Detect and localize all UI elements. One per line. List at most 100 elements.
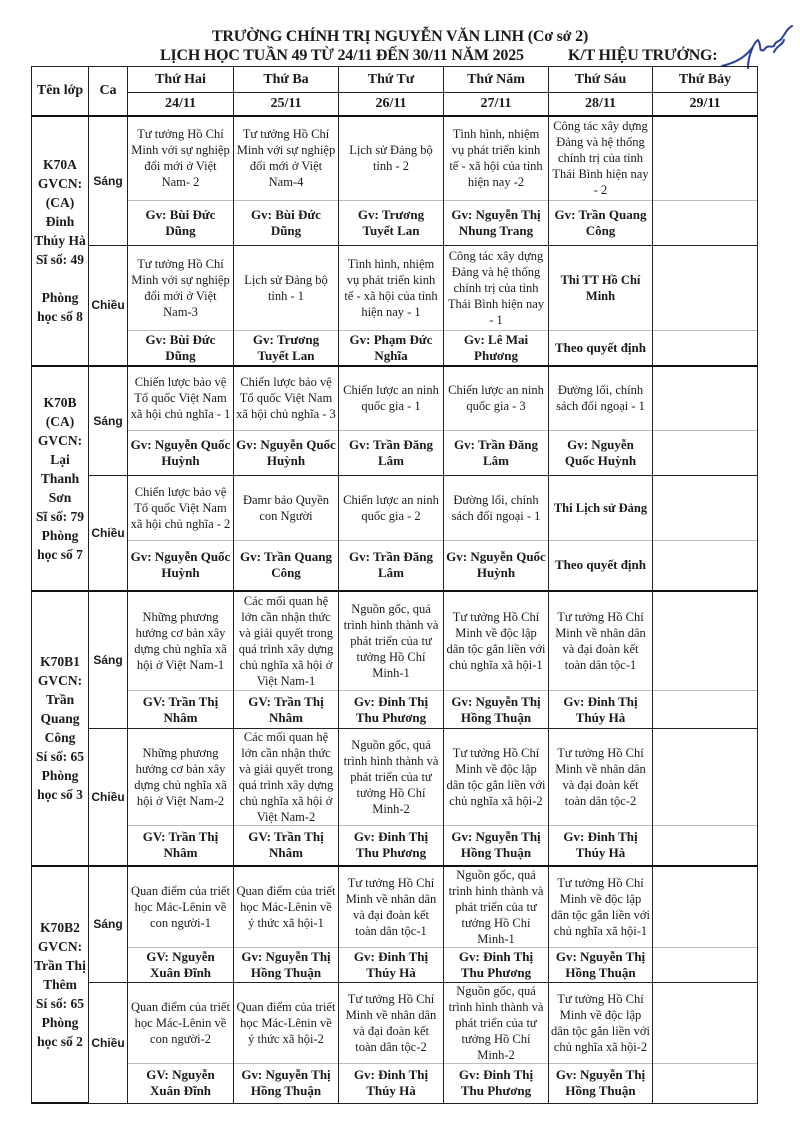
session-name: Chiều xyxy=(88,475,128,591)
class-info-line: Quang xyxy=(40,711,80,726)
subject-cell: Quan điểm của triết học Mác-Lênin về con… xyxy=(127,981,234,1063)
subject-cell: Chiến lược an ninh quốc gia - 2 xyxy=(338,475,444,541)
day-name: Thứ Năm xyxy=(443,66,549,93)
subject-cell xyxy=(652,364,758,431)
class-info-line: Trần xyxy=(45,692,75,707)
class-info-line: K70B xyxy=(43,394,77,410)
teacher-cell: GV: Trần Thị Nhâm xyxy=(233,825,339,866)
class-info: K70A GVCN: (CA) Đinh Thúy Hà Sĩ số: 49 Phòng h… xyxy=(31,114,89,367)
subject-cell: Tư tưởng Hồ Chí Minh về nhân dân và đại … xyxy=(338,864,444,947)
signer-title: K/T HIỆU TRƯỞNG: xyxy=(568,47,718,64)
signature-image xyxy=(721,25,793,69)
subject-cell xyxy=(652,245,758,331)
subject-cell: Đường lối, chính sách đối ngoại - 1 xyxy=(443,475,549,541)
teacher-cell xyxy=(652,430,758,476)
session-subject-row: Chiều Chiến lược bảo vệ Tổ quốc Việt Nam … xyxy=(32,475,758,591)
teacher-cell: Gv: Nguyễn Thị Hồng Thuận xyxy=(233,946,339,983)
class-info-line: Thêm xyxy=(43,976,77,992)
subject-cell: Tình hình, nhiệm vụ phát triển kinh tế -… xyxy=(338,245,444,331)
session-name: Sáng xyxy=(88,114,128,246)
session-teacher-row: GV: Nguyễn Xuân Đĩnh Gv: Nguyễn Thị Hồng … xyxy=(32,1062,758,1104)
teacher-cell: Gv: Trần Đăng Lâm xyxy=(338,540,444,591)
subject-cell: Công tác xây dựng Đảng và hệ thống chính… xyxy=(548,114,653,201)
class-info-line: học số 8 xyxy=(37,309,83,324)
subject-cell: Tư tưởng Hồ Chí Minh về nhân dân và đại … xyxy=(338,981,444,1063)
session-subject-row: K70B (CA) GVCN: Lại Thanh Sơn Sĩ số: 79 Phòng họ… xyxy=(31,364,758,592)
subject-cell: Nguồn gốc, quá trình hình thành và phát … xyxy=(443,981,549,1063)
subject-cell xyxy=(652,475,758,541)
session-subject-row: Chiều Tư tưởng Hồ Chí Minh với sự nghiệp … xyxy=(32,245,758,366)
subject-cell: Các mối quan hệ lớn cần nhận thức và giả… xyxy=(233,589,339,691)
class-info-line: K70B2 xyxy=(40,919,80,935)
teacher-cell xyxy=(652,825,758,866)
class-info-line: Sí số: 65 xyxy=(35,995,84,1011)
class-info-line: Sĩ số: 49 xyxy=(35,252,84,267)
day-name: Thứ Ba xyxy=(233,66,339,93)
subject-cell xyxy=(652,728,758,826)
subject-cell: Chiến lược bảo vệ Tổ quốc Việt Nam xã hộ… xyxy=(127,475,234,541)
teacher-cell: Gv: Đinh Thị Thúy Hà xyxy=(338,1062,444,1104)
teacher-cell: Gv: Bùi Đức Dũng xyxy=(127,200,234,246)
class-info-line: GVCN: xyxy=(37,176,83,191)
teacher-cell: Gv: Bùi Đức Dũng xyxy=(233,200,339,246)
class-info-line: học số 3 xyxy=(37,787,83,802)
teacher-cell: Gv: Trần Quang Công xyxy=(233,540,339,591)
subject-cell: Tư tưởng Hồ Chí Minh với sự nghiệp đổi m… xyxy=(127,245,234,331)
class-info-line: Lại xyxy=(50,451,70,467)
class-info-line: Trần Thị xyxy=(34,957,86,973)
school-name: TRƯỜNG CHÍNH TRỊ NGUYỄN VĂN LINH (Cơ sở … xyxy=(211,28,589,45)
teacher-cell: GV: Nguyễn Xuân Đĩnh xyxy=(127,946,234,983)
session-teacher-row: GV: Trần Thị Nhâm GV: Trần Thị Nhâm Gv: Đi… xyxy=(32,690,758,729)
subject-cell: Chiến lược bảo vệ Tổ quốc Việt Nam xã hộ… xyxy=(127,364,234,431)
teacher-cell: Gv: Bùi Đức Dũng xyxy=(127,330,234,366)
schedule-table: Tên lớp Ca Thứ Hai Thứ Ba Thứ Tư Thứ Năm Thứ S… xyxy=(31,66,758,1104)
class-info-line: Đinh xyxy=(45,214,75,229)
subject-cell: Tư tưởng Hồ Chí Minh về độc lập dân tộc … xyxy=(443,728,549,826)
teacher-cell: Gv: Phạm Đức Nghĩa xyxy=(338,330,444,366)
class-info-line: K70A xyxy=(43,157,77,172)
class-info-line: Công xyxy=(44,730,76,745)
teacher-cell: Gv: Nguyễn Thị Hồng Thuận xyxy=(233,1062,339,1104)
subject-cell: Đường lối, chính sách đối ngoại - 1 xyxy=(548,364,653,431)
class-info-line: học số 7 xyxy=(37,546,83,562)
subject-cell: Tư tưởng Hồ Chí Minh về nhân dân và đại … xyxy=(548,589,653,691)
session-name: Sáng xyxy=(88,589,128,729)
subject-cell: Tư tưởng Hồ Chí Minh về nhân dân và đại … xyxy=(548,728,653,826)
teacher-cell: Gv: Nguyễn Quốc Huỳnh xyxy=(127,430,234,476)
class-info-line: Thanh xyxy=(40,470,80,486)
session-subject-row: K70B2 GVCN: Trần Thị Thêm Sí số: 65 Phòng học … xyxy=(31,864,758,1104)
subject-cell: Quan điểm của triết học Mác-Lênin về ý t… xyxy=(233,864,339,947)
subject-cell: Những phương hướng cơ bản xây dựng chủ n… xyxy=(127,728,234,826)
class-info-line: GVCN: xyxy=(37,938,83,954)
header-class: Tên lớp xyxy=(31,66,89,116)
subject-cell: Công tác xây dựng Đảng và hệ thống chính… xyxy=(443,245,549,331)
day-name: Thứ Hai xyxy=(127,66,234,93)
teacher-cell xyxy=(652,540,758,591)
class-info-line: Phòng xyxy=(41,290,79,305)
day-name: Thứ Sáu xyxy=(548,66,653,93)
subject-cell: Tư tưởng Hồ Chí Minh về độc lập dân tộc … xyxy=(548,864,653,947)
session-subject-row: Chiều Những phương hướng cơ bản xây dựng … xyxy=(32,728,758,866)
session-teacher-row: Gv: Nguyễn Quốc Huỳnh Gv: Trần Quang Công… xyxy=(32,540,758,591)
day-date: 24/11 xyxy=(127,92,234,116)
class-info: K70B (CA) GVCN: Lại Thanh Sơn Sĩ số: 79 Phòng họ… xyxy=(31,364,89,592)
session-teacher-row: GV: Nguyễn Xuân Đĩnh Gv: Nguyễn Thị Hồng … xyxy=(32,946,758,983)
subject-cell xyxy=(652,981,758,1063)
class-info-line: GVCN: xyxy=(37,673,83,688)
teacher-cell: Gv: Đinh Thị Thúy Hà xyxy=(338,946,444,983)
teacher-cell: Theo quyết định xyxy=(548,330,653,366)
teacher-cell: Gv: Trần Quang Công xyxy=(548,200,653,246)
class-info-line: (CA) xyxy=(45,195,75,210)
teacher-cell: Gv: Trương Tuyết Lan xyxy=(338,200,444,246)
day-date: 25/11 xyxy=(233,92,339,116)
class-info-line: Sơn xyxy=(48,489,72,505)
class-info-line: GVCN: xyxy=(37,432,83,448)
subject-cell xyxy=(652,864,758,947)
class-info-line: Sĩ số: 79 xyxy=(35,508,84,524)
subject-cell: Chiến lược bảo vệ Tổ quốc Việt Nam xã hộ… xyxy=(233,364,339,431)
subject-cell: Những phương hướng cơ bản xây dựng chủ n… xyxy=(127,589,234,691)
session-teacher-row: Gv: Bùi Đức Dũng Gv: Trương Tuyết Lan Gv: … xyxy=(32,330,758,366)
teacher-cell xyxy=(652,690,758,729)
teacher-cell: Gv: Đinh Thị Thu Phương xyxy=(338,825,444,866)
teacher-cell: Theo quyết định xyxy=(548,540,653,591)
